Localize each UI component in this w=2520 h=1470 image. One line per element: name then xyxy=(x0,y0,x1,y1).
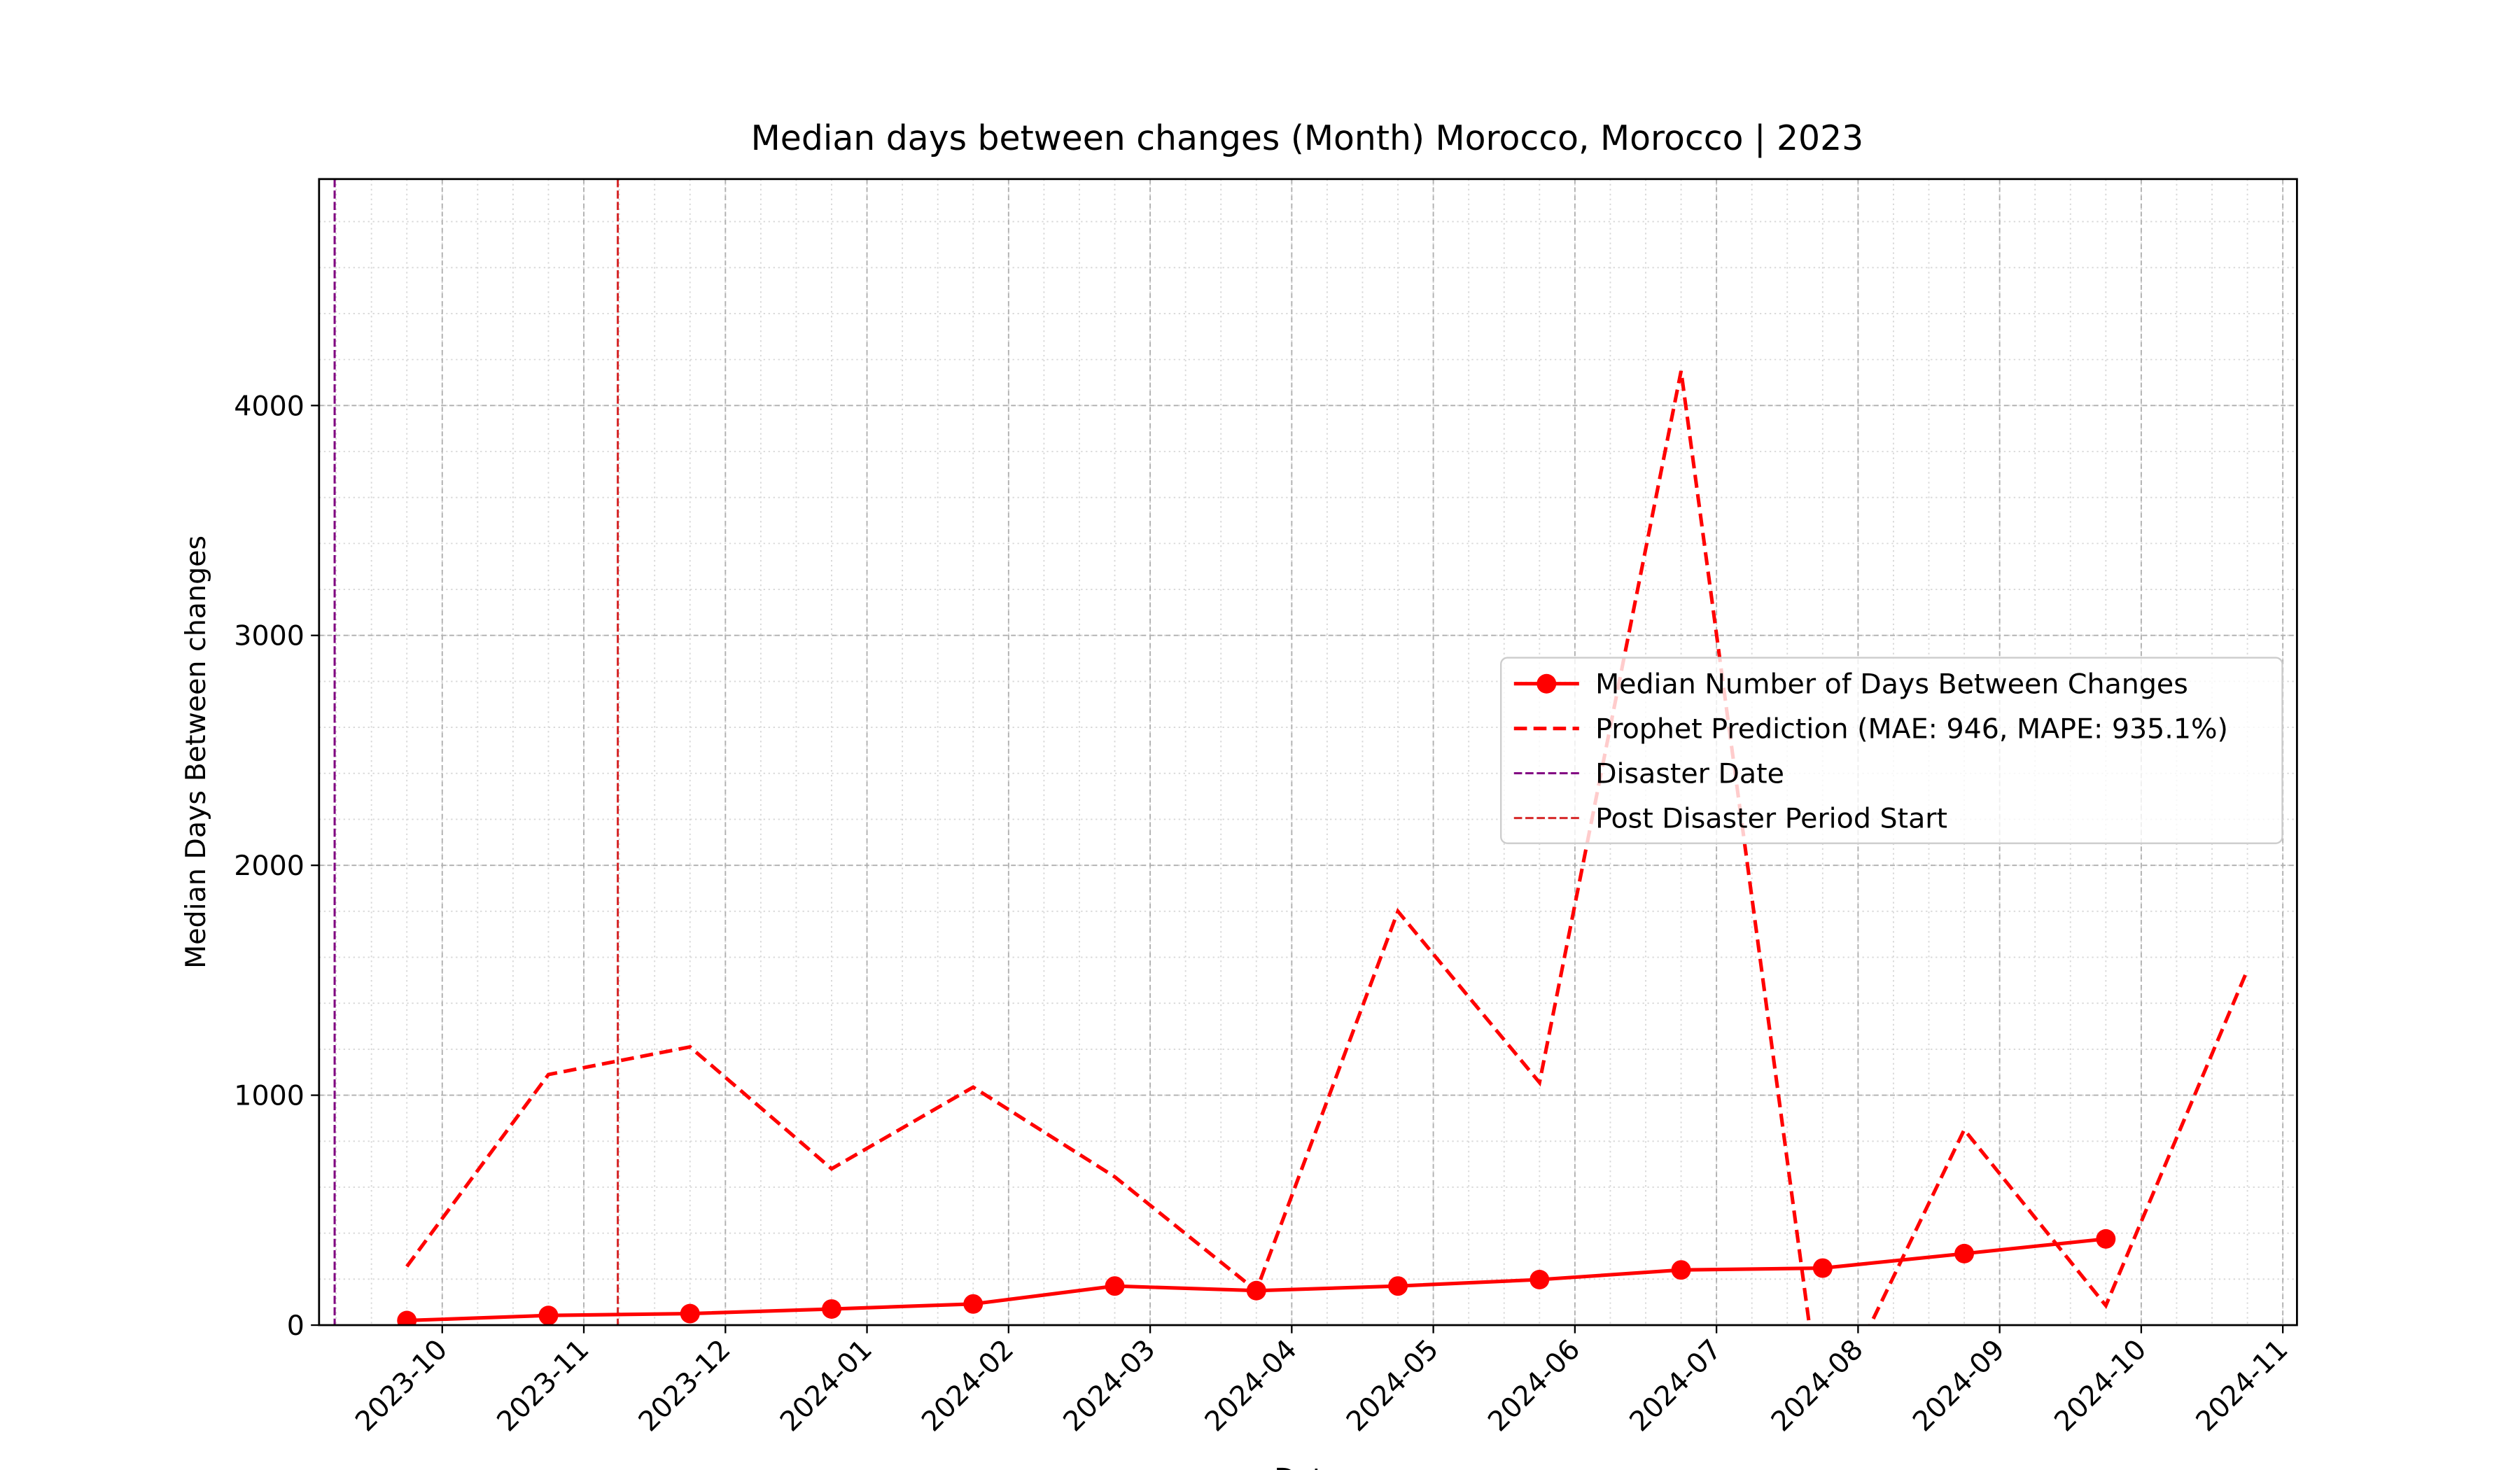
x-tick-label: 2024-05 xyxy=(1340,1334,1445,1438)
plot-area xyxy=(397,370,2249,1326)
legend-marker xyxy=(1536,673,1557,694)
legend-label: Prophet Prediction (MAE: 946, MAPE: 935.… xyxy=(1595,713,2228,746)
x-tick-label: 2023-11 xyxy=(491,1334,595,1438)
x-tick-label: 2024-11 xyxy=(2190,1334,2294,1438)
data-point xyxy=(822,1299,841,1319)
x-tick-label: 2024-06 xyxy=(1482,1334,1586,1438)
data-point xyxy=(397,1310,417,1326)
x-tick-label: 2024-01 xyxy=(774,1334,878,1438)
y-tick-label: 1000 xyxy=(234,1080,304,1112)
data-point xyxy=(1530,1270,1550,1289)
x-tick-label: 2024-08 xyxy=(1765,1334,1869,1438)
x-tick-label: 2024-03 xyxy=(1057,1334,1161,1438)
y-tick-label: 3000 xyxy=(234,620,304,652)
x-tick-label: 2023-12 xyxy=(632,1334,736,1438)
x-tick-label: 2024-10 xyxy=(2048,1334,2152,1438)
x-tick-label: 2023-10 xyxy=(349,1334,454,1438)
data-point xyxy=(1812,1258,1833,1278)
legend-label: Median Number of Days Between Changes xyxy=(1595,668,2188,701)
data-point xyxy=(1388,1276,1408,1296)
legend-box xyxy=(1500,657,2283,844)
data-point xyxy=(538,1306,559,1326)
x-tick-label: 2024-07 xyxy=(1623,1334,1728,1438)
y-tick-label: 4000 xyxy=(234,390,304,422)
x-tick-label: 2024-09 xyxy=(1907,1334,2011,1438)
x-tick-label: 2024-04 xyxy=(1198,1334,1303,1438)
plot-frame xyxy=(318,178,2298,1326)
data-point xyxy=(1105,1276,1125,1296)
data-point xyxy=(1954,1243,1975,1264)
series-line xyxy=(405,370,2249,1326)
data-point xyxy=(1671,1260,1691,1280)
legend-label: Post Disaster Period Start xyxy=(1595,803,1947,835)
data-point xyxy=(2096,1228,2116,1249)
y-axis-label: Median Days Between changes xyxy=(180,536,212,969)
y-tick-label: 2000 xyxy=(234,850,304,882)
chart-title: Median days between changes (Month) Moro… xyxy=(751,118,1864,158)
y-tick-label: 0 xyxy=(287,1310,304,1342)
data-point xyxy=(680,1303,700,1324)
legend-label: Disaster Date xyxy=(1595,758,1784,790)
x-axis-label: Date xyxy=(1274,1463,1340,1470)
data-point xyxy=(963,1294,983,1314)
x-tick-label: 2024-02 xyxy=(916,1334,1020,1438)
